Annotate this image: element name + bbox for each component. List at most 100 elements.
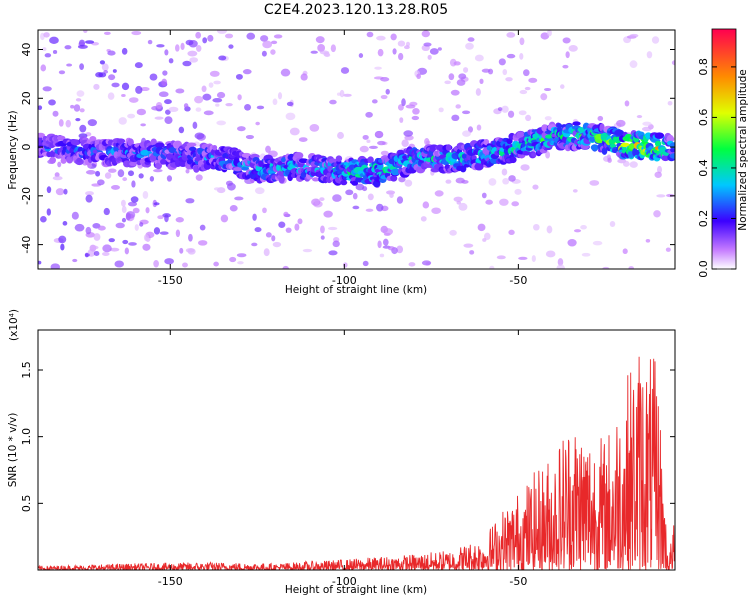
noise-cell (251, 242, 258, 247)
noise-cell (404, 45, 410, 50)
noise-cell (189, 57, 199, 63)
noise-cell (153, 202, 160, 206)
noise-cell (103, 31, 111, 36)
ridge-cell (294, 152, 304, 159)
noise-cell (458, 73, 467, 80)
noise-cell (297, 218, 303, 225)
noise-cell (315, 36, 325, 44)
noise-cell (396, 196, 404, 204)
noise-cell (114, 260, 124, 268)
noise-cell (581, 252, 591, 257)
snr-frame (37, 329, 676, 571)
noise-cell (40, 64, 47, 72)
noise-cell (421, 260, 432, 266)
noise-cell (185, 39, 194, 46)
noise-cell (117, 169, 125, 178)
noise-cell (74, 223, 85, 232)
noise-cell (55, 188, 65, 196)
noise-cell (421, 30, 431, 38)
noise-cell (602, 266, 610, 269)
noise-cell (317, 44, 326, 52)
ridge-cell (402, 155, 408, 160)
noise-cell (519, 89, 528, 95)
noise-cell (216, 91, 226, 99)
noise-cell (463, 243, 474, 248)
noise-cell (645, 238, 651, 243)
noise-cell (271, 40, 278, 45)
noise-cell (429, 48, 439, 55)
noise-cell (164, 116, 173, 124)
ridge-cell (669, 153, 675, 159)
noise-cell (272, 98, 278, 106)
spectrogram-ticks: -150 -100 -50 -40 -20 0 20 40 (20, 30, 675, 287)
snr-series-line (38, 356, 675, 570)
noise-cell (278, 221, 286, 228)
ridge-cell (116, 138, 126, 144)
noise-cell (330, 44, 336, 53)
noise-cell (496, 255, 506, 260)
noise-cell (165, 109, 171, 115)
ridge-cell (391, 168, 401, 176)
noise-cell (540, 32, 550, 40)
noise-cell (91, 245, 99, 250)
noise-cell (84, 40, 95, 44)
noise-cell (121, 217, 127, 223)
noise-cell (389, 192, 394, 198)
noise-cell (127, 113, 136, 119)
noise-cell (228, 44, 234, 49)
noise-cell (358, 53, 364, 58)
noise-cell (182, 262, 188, 268)
noise-cell (97, 225, 106, 231)
noise-cell (180, 42, 185, 51)
noise-cell (140, 86, 150, 92)
noise-cell (273, 34, 283, 39)
noise-cell (63, 188, 68, 195)
noise-cell (112, 69, 117, 73)
noise-cell (207, 34, 214, 42)
noise-cell (327, 226, 338, 231)
noise-cell (71, 211, 79, 220)
noise-cell (101, 63, 109, 71)
noise-cell (508, 229, 515, 236)
ridge-cell (160, 158, 167, 165)
noise-cell (483, 232, 491, 241)
noise-cell (136, 108, 147, 116)
noise-cell (128, 97, 139, 103)
noise-cell (70, 104, 75, 109)
noise-cell (567, 238, 577, 247)
noise-cell (125, 211, 136, 219)
noise-cell (108, 74, 116, 81)
noise-cell (261, 50, 267, 57)
noise-cell (195, 31, 202, 39)
noise-cell (155, 102, 163, 110)
noise-cell (225, 103, 233, 107)
noise-cell (405, 104, 416, 109)
noise-cell (153, 169, 163, 173)
noise-cell (477, 223, 486, 232)
ridge-cell (186, 142, 197, 147)
ridge-cell (620, 142, 630, 148)
noise-cell (134, 62, 143, 69)
noise-cell (175, 88, 185, 94)
noise-cell (519, 37, 525, 46)
spectrogram-cells (38, 30, 675, 269)
ridge-cell (150, 138, 157, 146)
ridge-cell (312, 177, 320, 182)
noise-cell (140, 123, 146, 127)
noise-cell (195, 45, 202, 52)
noise-cell (392, 48, 397, 55)
noise-cell (609, 220, 616, 227)
noise-cell (158, 91, 169, 98)
colorbar-label: Normalized spectral amplitude (737, 69, 749, 230)
x-tick-label: -50 (509, 274, 527, 287)
noise-cell (85, 226, 92, 235)
noise-cell (455, 177, 465, 184)
noise-cell (237, 126, 246, 132)
colorbar-tick-label: 0.6 (697, 109, 710, 127)
noise-cell (227, 182, 236, 191)
noise-cell (646, 51, 653, 59)
noise-cell (345, 189, 354, 196)
noise-cell (262, 40, 273, 49)
colorbar-tick-label: 0.0 (697, 260, 710, 278)
noise-cell (523, 69, 530, 77)
